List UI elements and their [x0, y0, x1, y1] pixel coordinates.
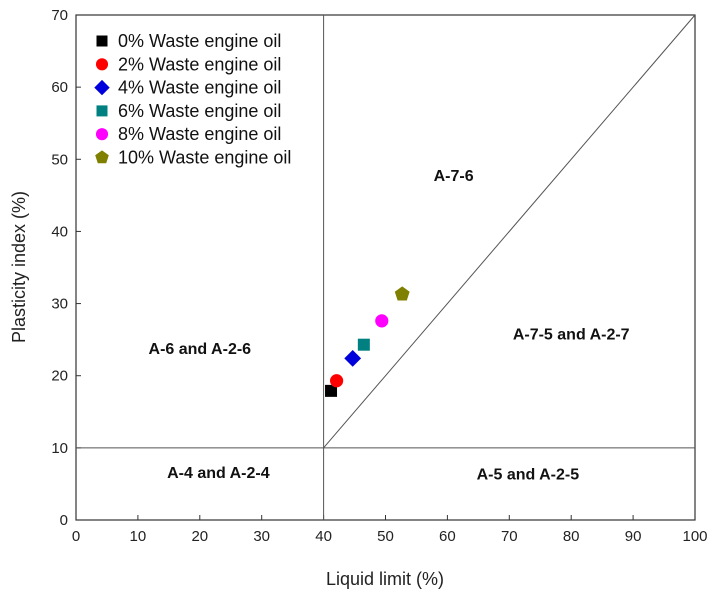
legend-entry: 8% Waste engine oil	[118, 124, 281, 144]
data-point	[394, 286, 410, 301]
data-point	[96, 35, 108, 47]
x-tick-label: 100	[682, 528, 707, 545]
legend-entry: 10% Waste engine oil	[118, 148, 291, 168]
y-tick-label: 0	[60, 512, 68, 529]
legend-entry: 2% Waste engine oil	[118, 54, 281, 74]
y-tick-label: 20	[51, 368, 68, 385]
x-tick-label: 10	[130, 528, 147, 545]
x-tick-label: 0	[72, 528, 80, 545]
x-tick-label: 50	[377, 528, 394, 545]
y-axis-label: Plasticity index (%)	[9, 191, 29, 343]
legend-entry: 6% Waste engine oil	[118, 101, 281, 121]
y-tick-label: 70	[51, 7, 68, 24]
data-point	[95, 58, 109, 71]
data-point	[357, 338, 370, 351]
y-tick-label: 40	[51, 223, 68, 240]
x-tick-label: 20	[191, 528, 208, 545]
data-point	[329, 374, 344, 388]
y-tick-label: 50	[51, 151, 68, 168]
region-label: A-7-5 and A-2-7	[513, 327, 630, 344]
data-point	[325, 384, 338, 397]
x-tick-label: 90	[625, 528, 642, 545]
legend-entry: 0% Waste engine oil	[118, 31, 281, 51]
x-tick-label: 80	[563, 528, 580, 545]
data-point	[95, 128, 109, 141]
data-point	[96, 105, 108, 117]
boundary-line	[323, 14, 696, 449]
legend-entry: 4% Waste engine oil	[118, 78, 281, 98]
region-label: A-6 and A-2-6	[149, 341, 252, 358]
x-tick-label: 40	[315, 528, 332, 545]
x-tick-label: 70	[501, 528, 518, 545]
x-axis-label: Liquid limit (%)	[326, 569, 444, 589]
y-tick-label: 10	[51, 440, 68, 457]
x-tick-label: 30	[253, 528, 270, 545]
region-label: A-7-6	[434, 168, 474, 185]
x-tick-label: 60	[439, 528, 456, 545]
y-tick-label: 30	[51, 296, 68, 313]
data-point	[375, 314, 389, 328]
data-point	[344, 350, 362, 367]
data-point	[95, 150, 109, 164]
y-tick-label: 60	[51, 79, 68, 96]
region-label: A-5 and A-2-5	[477, 467, 580, 484]
data-point	[94, 79, 110, 96]
region-label: A-4 and A-2-4	[167, 465, 270, 482]
